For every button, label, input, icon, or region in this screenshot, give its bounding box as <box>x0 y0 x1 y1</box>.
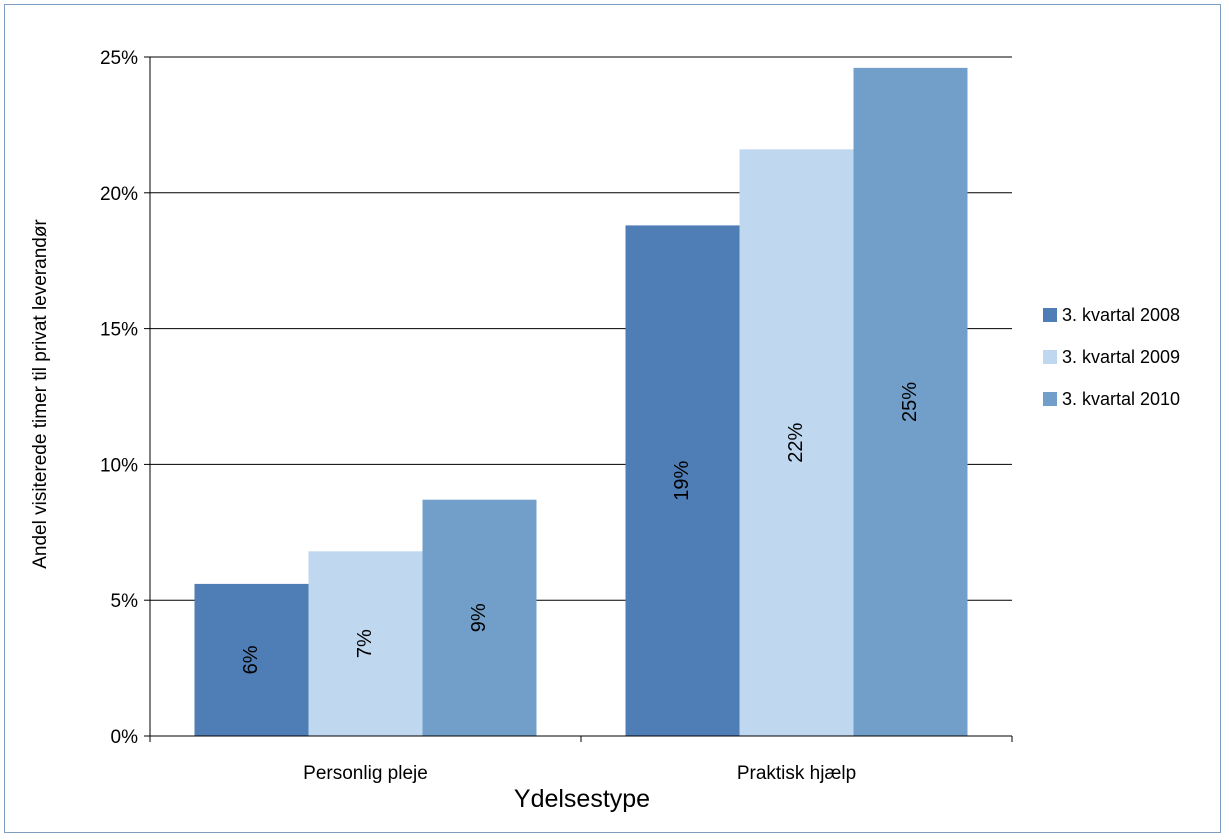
y-tick-label: 0% <box>111 727 139 748</box>
y-tick-labels: 0% 5% 10% 15% 20% 25% <box>100 48 138 748</box>
x-axis-title: Ydelsestype <box>514 785 650 813</box>
data-label: 9% <box>468 603 490 632</box>
bar <box>194 583 309 736</box>
y-tick-label: 25% <box>100 48 138 69</box>
axes <box>149 57 1013 742</box>
data-label: 6% <box>240 645 262 674</box>
legend: 3. kvartal 2008 3. kvartal 2009 3. kvartal… <box>1043 305 1180 409</box>
data-label: 19% <box>671 460 693 500</box>
bar <box>308 551 423 736</box>
legend-swatch <box>1043 350 1057 364</box>
y-tick-label: 15% <box>100 320 138 341</box>
data-label: 25% <box>899 382 921 422</box>
legend-label: 3. kvartal 2010 <box>1062 389 1180 409</box>
x-tick-label: Praktisk hjælp <box>737 763 856 784</box>
data-label: 22% <box>785 422 807 462</box>
x-tick-label: Personlig pleje <box>303 763 428 784</box>
bar <box>739 149 854 736</box>
y-tick-label: 20% <box>100 184 138 205</box>
y-tick-label: 5% <box>111 591 139 612</box>
bars <box>194 67 968 736</box>
y-axis-title: Andel visiterede timer til privat levera… <box>30 219 51 569</box>
y-tick-label: 10% <box>100 455 138 476</box>
x-tick-labels: Personlig pleje Praktisk hjælp <box>303 763 856 784</box>
bar <box>853 67 968 736</box>
data-label: 7% <box>354 629 376 658</box>
bar <box>625 225 740 736</box>
legend-swatch <box>1043 392 1057 406</box>
legend-label: 3. kvartal 2009 <box>1062 347 1180 367</box>
data-labels: 6% 7% 9% 19% 22% 25% <box>240 382 921 675</box>
legend-label: 3. kvartal 2008 <box>1062 305 1180 325</box>
bar <box>422 499 537 736</box>
legend-swatch <box>1043 308 1057 322</box>
